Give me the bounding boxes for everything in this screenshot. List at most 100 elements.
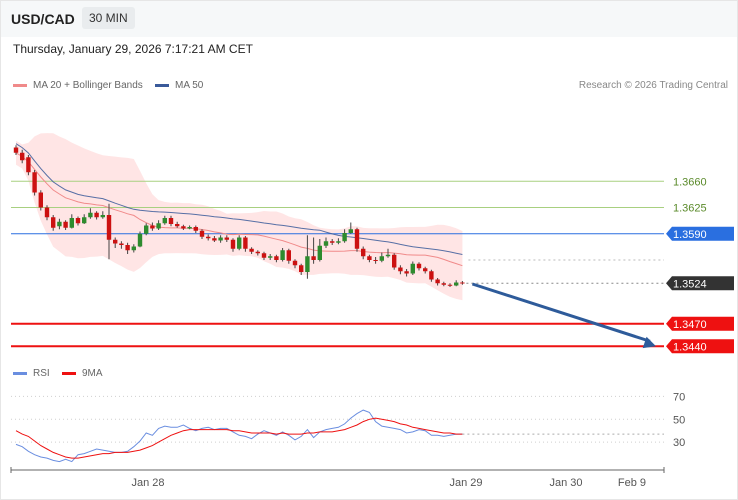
candle-body — [348, 229, 353, 233]
candle — [454, 280, 459, 287]
candle-body — [286, 250, 291, 261]
candles-layer — [13, 145, 465, 287]
candle — [206, 234, 211, 241]
price-levels-layer — [11, 180, 664, 348]
candle — [280, 248, 285, 262]
candle — [187, 225, 192, 230]
candle — [193, 225, 198, 233]
candle-body — [206, 236, 211, 239]
symbol-title: USD/CAD — [11, 11, 75, 27]
legend-9ma[interactable]: 9MA — [62, 368, 103, 379]
rsi-series-RSI — [15, 409, 463, 463]
candle-body — [454, 282, 459, 286]
candle — [342, 229, 347, 243]
candle — [162, 215, 167, 225]
candle — [311, 237, 316, 264]
ma50-line — [15, 143, 463, 255]
rsi-label: RSI — [33, 368, 50, 379]
candle — [113, 237, 118, 248]
candle-body — [168, 218, 174, 224]
candle — [218, 235, 223, 243]
rsi-tick-label: 70 — [673, 391, 685, 403]
candle — [144, 223, 149, 236]
candle — [330, 239, 335, 245]
bollinger-band-layer — [16, 133, 463, 301]
candle-body — [435, 279, 440, 284]
candle-body — [243, 237, 248, 249]
candle-body — [88, 212, 93, 218]
candle-body — [367, 256, 372, 260]
candle — [261, 251, 267, 260]
candle-body — [212, 238, 217, 241]
candle-body — [342, 233, 347, 242]
candle-body — [20, 152, 25, 161]
candle-body — [460, 282, 465, 284]
candle-body — [175, 224, 180, 227]
candle-body — [379, 256, 384, 261]
candle-body — [354, 229, 360, 249]
candle-body — [69, 218, 74, 228]
candle — [447, 283, 453, 287]
ma9-swatch — [62, 372, 76, 375]
ma20-swatch — [13, 84, 27, 87]
candle-body — [373, 260, 378, 261]
candle-body — [63, 221, 68, 228]
price-tag-label: 1.3660 — [673, 176, 707, 188]
candle — [348, 222, 353, 234]
interval-button[interactable]: 30 MIN — [82, 7, 135, 29]
candle-body — [137, 233, 143, 247]
candle — [20, 149, 25, 164]
candle — [32, 170, 37, 196]
candle-body — [261, 253, 267, 258]
candle-body — [156, 223, 161, 229]
candle-body — [404, 271, 409, 274]
price-tags-layer: 1.3660 1.3625 1.3590 1.3524 1.3470 1.3440 — [666, 176, 734, 354]
x-tick-label: Feb 9 — [618, 477, 646, 489]
candle — [392, 253, 397, 270]
candle — [38, 190, 43, 211]
candle-body — [75, 218, 81, 224]
candle — [441, 281, 446, 287]
candle-body — [429, 271, 434, 280]
candle — [119, 241, 124, 249]
candle — [100, 211, 105, 219]
candle-body — [392, 254, 397, 268]
ma20-label: MA 20 + Bollinger Bands — [33, 80, 143, 91]
candle — [292, 259, 298, 269]
candle — [106, 203, 112, 260]
candle — [230, 238, 236, 252]
candle-body — [410, 263, 415, 274]
legend-ma50[interactable]: MA 50 — [155, 80, 203, 91]
candle — [255, 250, 260, 256]
candle — [150, 222, 155, 231]
candle-body — [106, 215, 112, 240]
candle-body — [416, 263, 422, 269]
candle — [51, 215, 56, 231]
x-tick-label: Jan 28 — [131, 477, 164, 489]
forecast-arrow-layer — [471, 282, 656, 349]
candle-body — [255, 251, 260, 254]
legend-rsi[interactable]: RSI — [13, 368, 50, 379]
price-tag-label: 1.3524 — [673, 278, 707, 290]
candle — [373, 257, 378, 264]
legend-ma20[interactable]: MA 20 + Bollinger Bands — [13, 80, 143, 91]
candle-body — [144, 225, 149, 234]
candle — [168, 215, 174, 227]
candle — [354, 227, 360, 252]
candle-body — [82, 217, 87, 224]
candle — [268, 254, 273, 260]
candle-body — [38, 192, 43, 208]
candle — [460, 281, 465, 285]
candle — [82, 214, 87, 224]
rsi-swatch — [13, 372, 27, 375]
candle — [404, 269, 409, 277]
candle — [323, 237, 329, 248]
candle-body — [336, 241, 341, 243]
candle — [63, 220, 68, 230]
candle-body — [311, 256, 316, 260]
candle-body — [150, 225, 155, 229]
candle-body — [447, 284, 453, 286]
price-tag-label: 1.3625 — [673, 203, 707, 215]
candle-body — [385, 254, 391, 257]
